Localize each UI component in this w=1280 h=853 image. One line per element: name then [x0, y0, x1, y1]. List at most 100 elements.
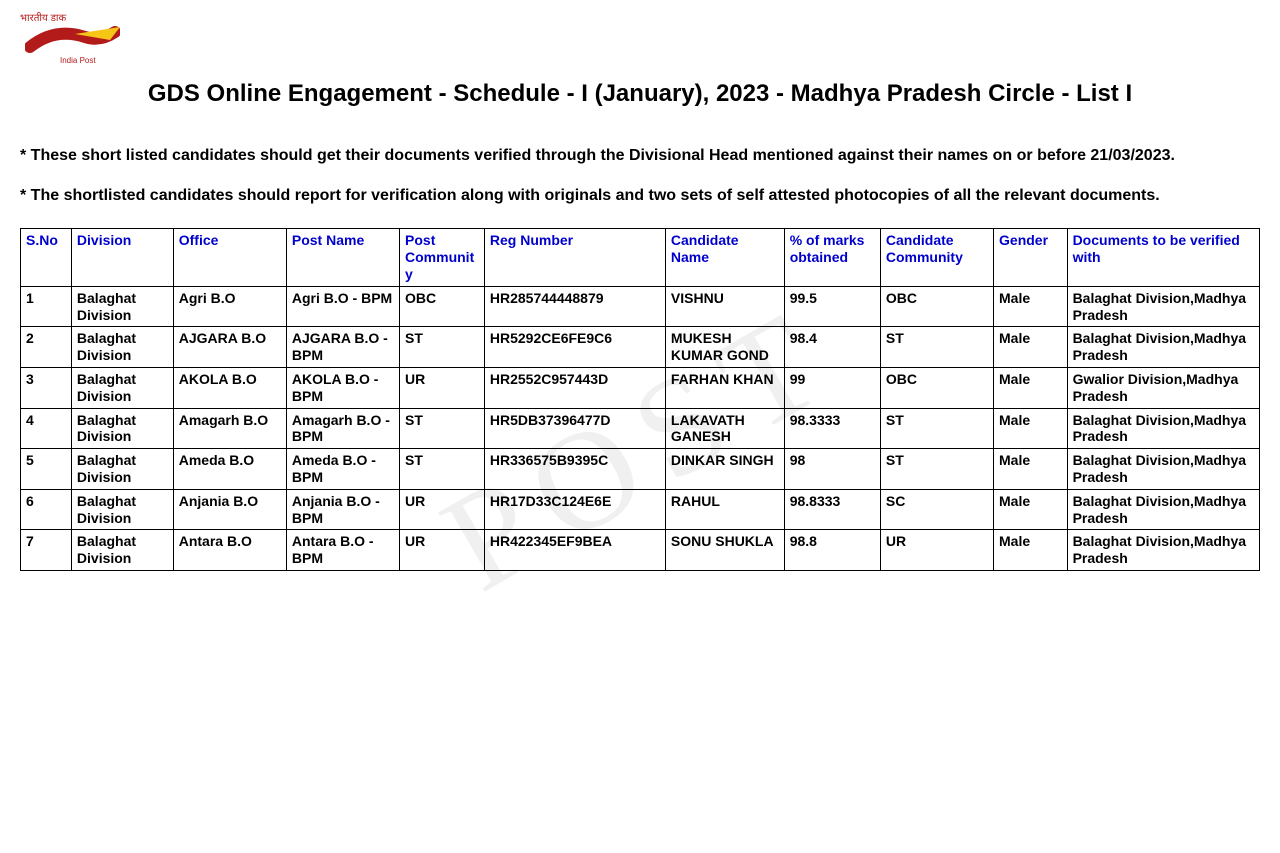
cell-verified_with: Balaghat Division,Madhya Pradesh: [1067, 286, 1259, 327]
table-container: POST S.No Division Office Post Name Post…: [20, 228, 1260, 571]
header-reg-number: Reg Number: [484, 229, 665, 286]
cell-gender: Male: [994, 449, 1068, 490]
cell-candidate_community: OBC: [880, 286, 993, 327]
header-office: Office: [173, 229, 286, 286]
cell-marks: 98.8333: [784, 489, 880, 530]
note-line-2: * The shortlisted candidates should repo…: [20, 178, 1260, 213]
cell-candidate_community: OBC: [880, 367, 993, 408]
table-row: 3Balaghat DivisionAKOLA B.OAKOLA B.O - B…: [21, 367, 1260, 408]
table-row: 1Balaghat DivisionAgri B.OAgri B.O - BPM…: [21, 286, 1260, 327]
cell-office: Antara B.O: [173, 530, 286, 571]
cell-verified_with: Balaghat Division,Madhya Pradesh: [1067, 449, 1259, 490]
cell-post_name: Amagarh B.O - BPM: [286, 408, 399, 449]
cell-verified_with: Balaghat Division,Madhya Pradesh: [1067, 489, 1259, 530]
page-title: GDS Online Engagement - Schedule - I (Ja…: [20, 80, 1260, 108]
cell-post_community: UR: [400, 367, 485, 408]
cell-marks: 98.4: [784, 327, 880, 368]
cell-post_community: ST: [400, 449, 485, 490]
table-row: 4Balaghat DivisionAmagarh B.OAmagarh B.O…: [21, 408, 1260, 449]
cell-verified_with: Balaghat Division,Madhya Pradesh: [1067, 530, 1259, 571]
cell-gender: Male: [994, 286, 1068, 327]
cell-reg_number: HR285744448879: [484, 286, 665, 327]
table-row: 5Balaghat DivisionAmeda B.OAmeda B.O - B…: [21, 449, 1260, 490]
candidates-table: S.No Division Office Post Name Post Comm…: [20, 228, 1260, 571]
table-row: 2Balaghat DivisionAJGARA B.OAJGARA B.O -…: [21, 327, 1260, 368]
cell-marks: 99.5: [784, 286, 880, 327]
cell-candidate_name: SONU SHUKLA: [665, 530, 784, 571]
header-candidate-community: Candidate Community: [880, 229, 993, 286]
cell-post_name: Antara B.O - BPM: [286, 530, 399, 571]
header-candidate-name: Candidate Name: [665, 229, 784, 286]
cell-office: Amagarh B.O: [173, 408, 286, 449]
cell-sno: 3: [21, 367, 72, 408]
cell-reg_number: HR2552C957443D: [484, 367, 665, 408]
cell-office: Ameda B.O: [173, 449, 286, 490]
header-gender: Gender: [994, 229, 1068, 286]
table-row: 6Balaghat DivisionAnjania B.OAnjania B.O…: [21, 489, 1260, 530]
cell-marks: 98.8: [784, 530, 880, 571]
cell-marks: 98: [784, 449, 880, 490]
cell-candidate_community: UR: [880, 530, 993, 571]
cell-marks: 99: [784, 367, 880, 408]
cell-post_community: ST: [400, 408, 485, 449]
cell-gender: Male: [994, 489, 1068, 530]
table-header-row: S.No Division Office Post Name Post Comm…: [21, 229, 1260, 286]
header-division: Division: [71, 229, 173, 286]
cell-candidate_name: LAKAVATH GANESH: [665, 408, 784, 449]
cell-verified_with: Balaghat Division,Madhya Pradesh: [1067, 327, 1259, 368]
cell-sno: 6: [21, 489, 72, 530]
cell-sno: 5: [21, 449, 72, 490]
cell-office: Agri B.O: [173, 286, 286, 327]
cell-candidate_community: SC: [880, 489, 993, 530]
table-row: 7Balaghat DivisionAntara B.OAntara B.O -…: [21, 530, 1260, 571]
cell-gender: Male: [994, 367, 1068, 408]
cell-office: Anjania B.O: [173, 489, 286, 530]
note-line-1: * These short listed candidates should g…: [20, 138, 1260, 173]
cell-division: Balaghat Division: [71, 408, 173, 449]
cell-marks: 98.3333: [784, 408, 880, 449]
cell-candidate_community: ST: [880, 408, 993, 449]
cell-gender: Male: [994, 408, 1068, 449]
cell-post_community: UR: [400, 489, 485, 530]
cell-post_name: Anjania B.O - BPM: [286, 489, 399, 530]
cell-candidate_name: MUKESH KUMAR GOND: [665, 327, 784, 368]
cell-sno: 7: [21, 530, 72, 571]
cell-post_community: OBC: [400, 286, 485, 327]
cell-candidate_community: ST: [880, 449, 993, 490]
cell-post_community: UR: [400, 530, 485, 571]
cell-reg_number: HR5DB37396477D: [484, 408, 665, 449]
cell-post_name: Ameda B.O - BPM: [286, 449, 399, 490]
cell-post_name: Agri B.O - BPM: [286, 286, 399, 327]
cell-verified_with: Balaghat Division,Madhya Pradesh: [1067, 408, 1259, 449]
cell-post_name: AKOLA B.O - BPM: [286, 367, 399, 408]
cell-office: AJGARA B.O: [173, 327, 286, 368]
cell-division: Balaghat Division: [71, 489, 173, 530]
cell-division: Balaghat Division: [71, 286, 173, 327]
cell-sno: 1: [21, 286, 72, 327]
header-sno: S.No: [21, 229, 72, 286]
header-verified-with: Documents to be verified with: [1067, 229, 1259, 286]
logo-sub-text: India Post: [60, 56, 96, 65]
cell-candidate_name: FARHAN KHAN: [665, 367, 784, 408]
cell-post_community: ST: [400, 327, 485, 368]
india-post-logo: भारतीय डाक India Post: [20, 10, 130, 65]
cell-reg_number: HR422345EF9BEA: [484, 530, 665, 571]
header-marks: % of marks obtained: [784, 229, 880, 286]
cell-post_name: AJGARA B.O - BPM: [286, 327, 399, 368]
cell-candidate_name: VISHNU: [665, 286, 784, 327]
cell-office: AKOLA B.O: [173, 367, 286, 408]
cell-candidate_community: ST: [880, 327, 993, 368]
cell-division: Balaghat Division: [71, 367, 173, 408]
cell-division: Balaghat Division: [71, 530, 173, 571]
cell-sno: 2: [21, 327, 72, 368]
cell-gender: Male: [994, 530, 1068, 571]
cell-division: Balaghat Division: [71, 327, 173, 368]
cell-reg_number: HR5292CE6FE9C6: [484, 327, 665, 368]
cell-reg_number: HR17D33C124E6E: [484, 489, 665, 530]
cell-sno: 4: [21, 408, 72, 449]
cell-division: Balaghat Division: [71, 449, 173, 490]
cell-gender: Male: [994, 327, 1068, 368]
cell-candidate_name: RAHUL: [665, 489, 784, 530]
logo-area: भारतीय डाक India Post: [20, 10, 1260, 65]
cell-candidate_name: DINKAR SINGH: [665, 449, 784, 490]
